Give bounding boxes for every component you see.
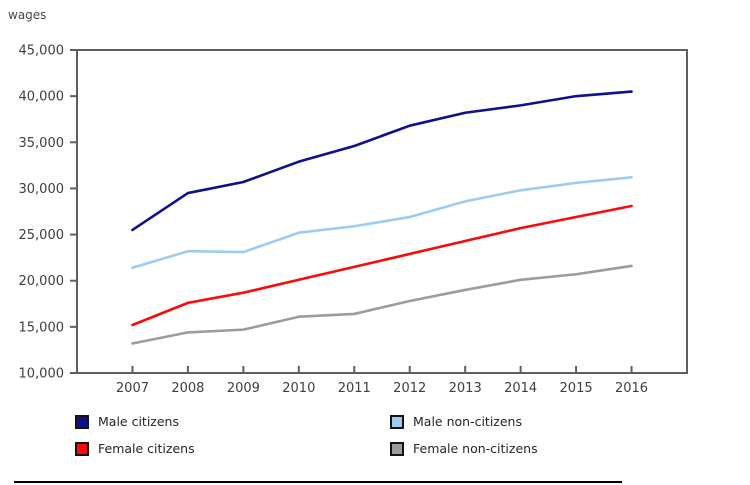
legend-item-male-non-citizens: Male non-citizens	[390, 414, 635, 430]
legend-swatch-male-citizens	[75, 415, 89, 429]
bottom-divider	[14, 481, 622, 483]
y-tick-label: 40,000	[19, 90, 65, 105]
x-tick-label: 2011	[338, 381, 371, 396]
legend-swatch-female-citizens	[75, 442, 89, 456]
x-tick-label: 2013	[449, 381, 482, 396]
legend-item-female-citizens: Female citizens	[75, 441, 390, 457]
y-tick-label: 45,000	[19, 44, 65, 59]
legend-label-female-citizens: Female citizens	[98, 441, 195, 456]
legend-label-male-non-citizens: Male non-citizens	[413, 414, 522, 429]
series-line-male-citizens	[131, 90, 633, 232]
x-tick-label: 2007	[116, 381, 149, 396]
legend-swatch-male-non-citizens	[390, 415, 404, 429]
series-line-male-non-citizens	[131, 176, 633, 270]
series-line-female-non-citizens	[131, 264, 633, 345]
x-tick-label: 2014	[504, 381, 537, 396]
y-tick-label: 25,000	[19, 228, 65, 243]
x-tick-label: 2016	[615, 381, 648, 396]
y-tick-label: 35,000	[19, 136, 65, 151]
legend-swatch-female-non-citizens	[390, 442, 404, 456]
plot-frame	[76, 49, 688, 374]
legend-label-female-non-citizens: Female non-citizens	[413, 441, 538, 456]
y-tick-label: 20,000	[19, 274, 65, 289]
y-tick-label: 30,000	[19, 182, 65, 197]
y-tick-label: 15,000	[19, 320, 65, 335]
x-tick-label: 2010	[282, 381, 315, 396]
chart-legend: Male citizens Male non-citizens Female cit…	[75, 414, 635, 457]
series-line-female-citizens	[131, 204, 633, 327]
y-axis-unit-label: wages	[8, 8, 47, 22]
legend-label-male-citizens: Male citizens	[98, 414, 179, 429]
legend-item-male-citizens: Male citizens	[75, 414, 390, 430]
x-tick-label: 2012	[393, 381, 426, 396]
x-tick-label: 2009	[227, 381, 260, 396]
y-tick-label: 10,000	[19, 367, 65, 382]
x-tick-label: 2015	[560, 381, 593, 396]
x-tick-label: 2008	[171, 381, 204, 396]
legend-item-female-non-citizens: Female non-citizens	[390, 441, 635, 457]
